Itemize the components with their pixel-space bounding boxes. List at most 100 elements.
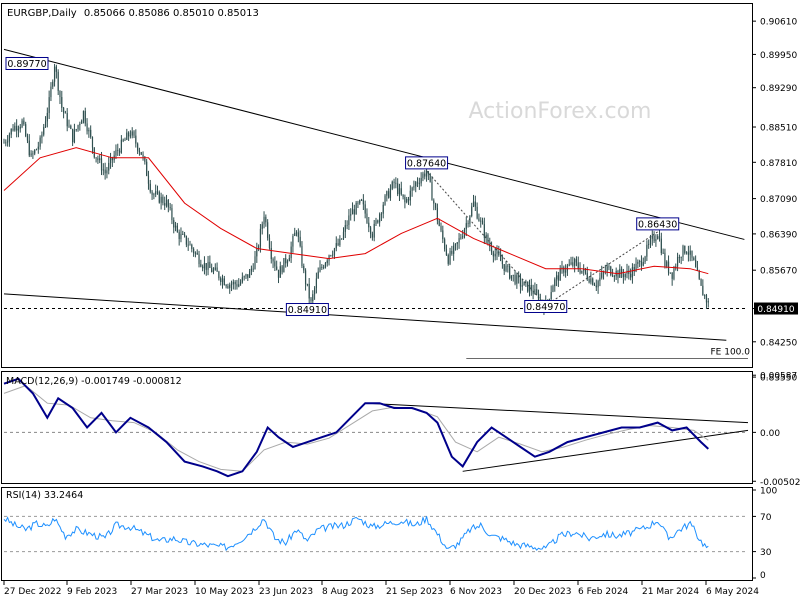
- candle-body: [283, 258, 285, 273]
- candle-body: [445, 248, 448, 256]
- candle-body: [350, 214, 352, 216]
- candle-body: [39, 137, 41, 147]
- candle-body: [245, 274, 247, 277]
- candle-body: [339, 238, 341, 246]
- price-axis-label: 0.84250: [760, 338, 797, 348]
- candle-body: [660, 238, 662, 254]
- x-axis-label: 6 Nov 2023: [450, 587, 502, 597]
- macd-panel: 0.00587 0.00 -0.005021 MACD(12,26,9) -0.001…: [3, 372, 800, 488]
- candle-body: [528, 285, 531, 292]
- candle-body: [434, 203, 437, 208]
- moving-average-line: [3, 147, 709, 275]
- candle-body: [178, 232, 180, 240]
- candle-body: [68, 125, 70, 127]
- candle-body: [357, 202, 359, 204]
- candle-body: [252, 268, 254, 270]
- candle-body: [416, 182, 419, 184]
- candle-body: [496, 251, 498, 254]
- rsi-axis-label: 0: [760, 571, 766, 581]
- annotation-box: [5, 56, 49, 70]
- candle-body: [200, 264, 202, 267]
- candle-body: [55, 66, 57, 72]
- candle-body: [402, 194, 404, 197]
- candle-body: [128, 132, 130, 137]
- candle-body: [548, 299, 550, 301]
- candle-body: [304, 270, 307, 285]
- candle-body: [118, 150, 121, 153]
- x-axis-label: 27 Mar 2023: [131, 587, 188, 597]
- candle-body: [409, 190, 411, 201]
- candle-body: [344, 225, 346, 232]
- candle-body: [164, 203, 166, 206]
- candle-body: [216, 267, 218, 272]
- candle-body: [12, 128, 14, 131]
- candle-body: [433, 200, 435, 204]
- candle-body: [341, 238, 343, 240]
- candle-body: [176, 225, 178, 233]
- candle-body: [263, 216, 265, 225]
- candle-body: [471, 206, 473, 217]
- candle-body: [686, 252, 688, 254]
- candle-body: [185, 235, 187, 245]
- candle-body: [676, 257, 679, 267]
- candle-body: [232, 281, 234, 285]
- fe-label: FE 100.0: [711, 347, 751, 357]
- annotation-box: [524, 299, 568, 313]
- candle-body: [221, 278, 224, 283]
- candle-body: [351, 209, 354, 215]
- candle-body: [442, 230, 444, 240]
- x-axis-label: 21 Mar 2024: [642, 587, 699, 597]
- candle-body: [342, 231, 345, 239]
- candle-body: [691, 250, 693, 258]
- candle-body: [34, 150, 36, 154]
- candle-body: [465, 223, 467, 230]
- candle-body: [429, 174, 431, 182]
- candle-body: [362, 199, 364, 205]
- candle-body: [503, 264, 505, 271]
- candle-body: [527, 281, 529, 292]
- candle-body: [451, 250, 453, 254]
- rsi-line: [3, 515, 709, 552]
- candle-body: [568, 264, 570, 266]
- candle-body: [530, 285, 532, 291]
- candle-body: [310, 298, 312, 302]
- candle-body: [389, 188, 392, 198]
- candle-body: [292, 235, 294, 247]
- candle-body: [698, 271, 700, 279]
- candle-body: [420, 177, 422, 184]
- candle-body: [418, 183, 420, 185]
- candle-body: [218, 271, 220, 279]
- candle-body: [223, 278, 225, 286]
- candle-body: [595, 285, 597, 288]
- candle-body: [395, 182, 397, 184]
- macd-trendline: [462, 429, 749, 472]
- candle-body: [48, 97, 50, 113]
- candle-body: [149, 183, 151, 192]
- candle-body: [202, 266, 204, 269]
- candle-body: [301, 245, 303, 266]
- x-axis-label: 6 Feb 2024: [578, 587, 629, 597]
- candle-body: [707, 301, 709, 303]
- candle-body: [7, 141, 9, 143]
- candle-body: [335, 243, 337, 249]
- candle-body: [474, 201, 476, 207]
- annotation-label: 0.86430: [638, 219, 677, 230]
- candle-body: [162, 196, 164, 204]
- candle-body: [478, 218, 480, 221]
- candle-body: [115, 149, 117, 156]
- candle-body: [193, 248, 195, 254]
- x-axis-label: 27 Dec 2022: [4, 587, 62, 597]
- candle-body: [572, 262, 574, 266]
- candle-body: [687, 252, 690, 255]
- candle-body: [427, 171, 429, 175]
- candle-body: [73, 129, 76, 143]
- candle-body: [458, 238, 460, 243]
- candle-body: [211, 267, 213, 273]
- candle-body: [147, 175, 150, 184]
- candle-body: [3, 142, 5, 144]
- candle-body: [144, 156, 146, 162]
- candle-body: [62, 107, 65, 113]
- candle-body: [635, 263, 637, 272]
- candle-body: [375, 220, 377, 224]
- price-panel: 0.90610 0.89950 0.89290 0.88510 0.87810 0.870…: [3, 18, 798, 384]
